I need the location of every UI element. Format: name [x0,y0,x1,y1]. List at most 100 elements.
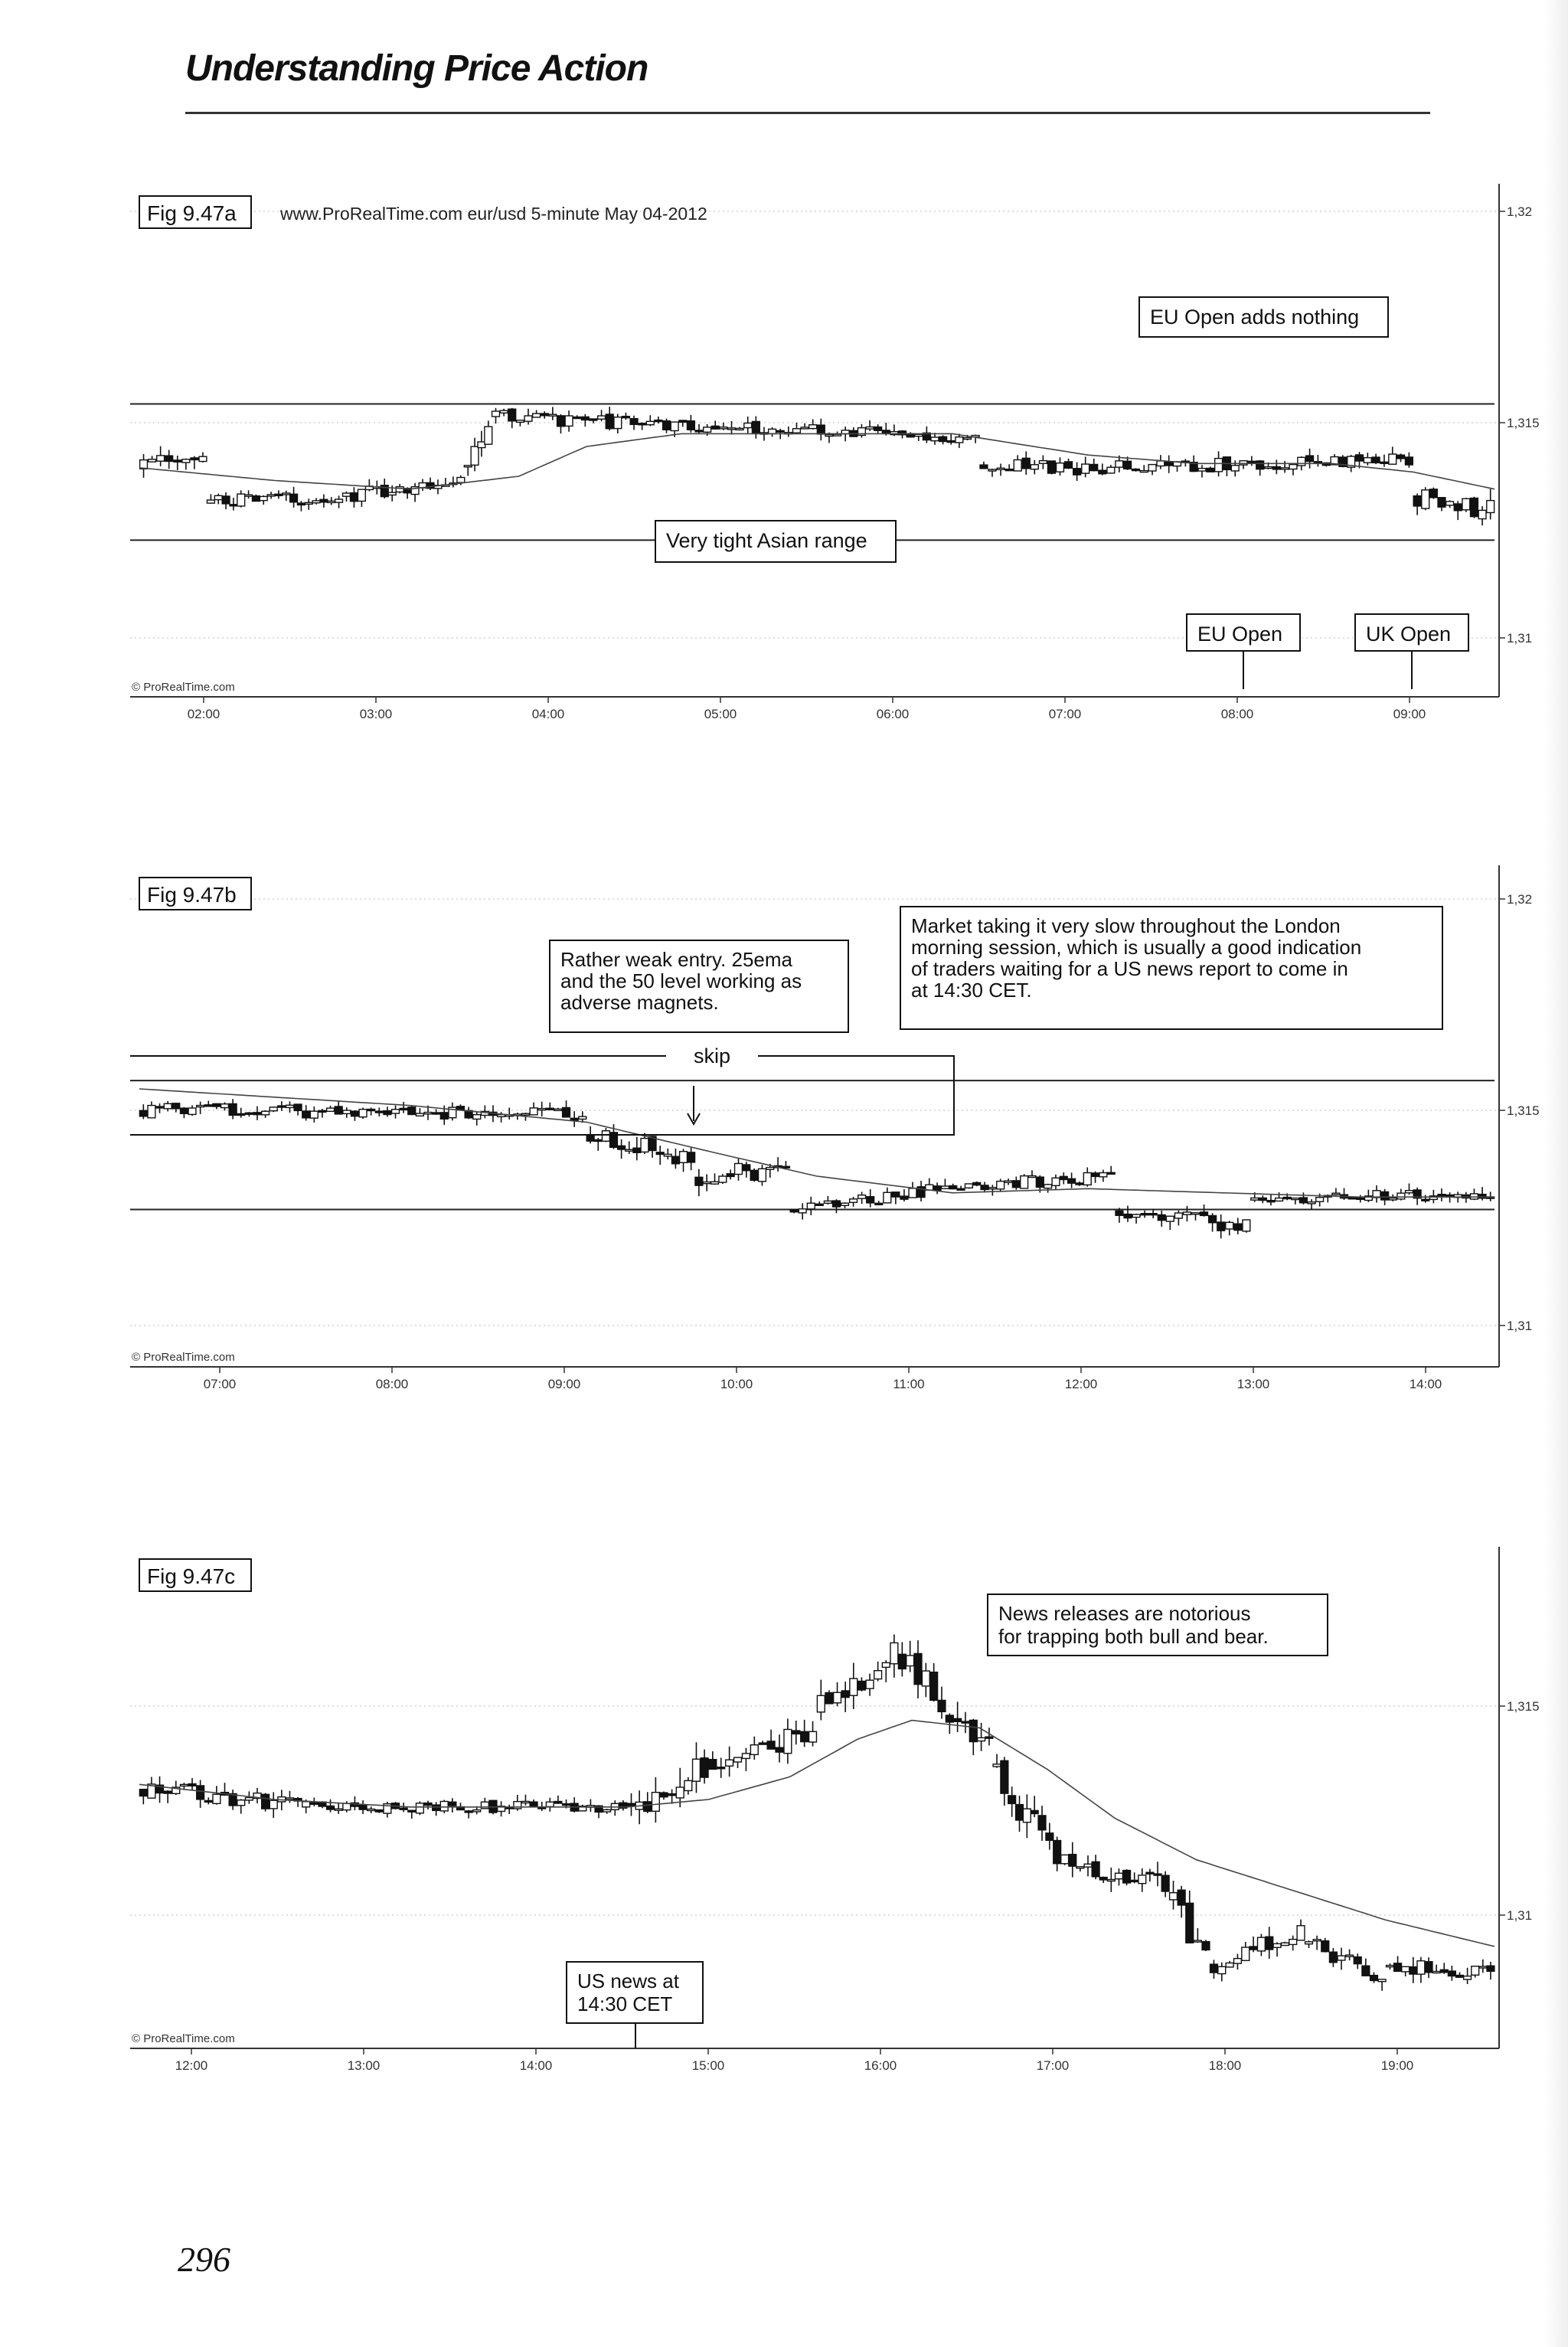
candle [221,492,230,510]
candle-body-down [1209,1963,1219,1973]
candle [1307,1199,1316,1211]
candle-body-up [480,1801,489,1809]
running-head: Understanding Price Action [185,48,648,89]
candle-body-down [969,1719,978,1743]
candle-body-down [139,1788,148,1797]
candles-group [139,407,1495,526]
candle [302,1105,311,1121]
candle [708,1751,717,1770]
candle-body-down [1053,1839,1062,1865]
candle-body-down [350,1110,360,1117]
candle [1122,1869,1132,1886]
figure-9-47a: 1,32 1,315 1,31 02:00 03:00 04:00 05:00 06:00 07… [130,184,1540,735]
candle-body-down [766,1741,776,1750]
candle-body-down [1429,489,1438,498]
candle-body-up [1297,456,1306,466]
candle-body-down [155,1784,165,1794]
time-tick-label: 13:00 [348,2058,381,2073]
candle [921,1662,930,1698]
candle-body-down [1047,460,1057,474]
candle [671,1148,681,1169]
candle-body-up [832,433,842,436]
candle-body-down [1008,1795,1017,1805]
candle-body-up [625,1149,634,1152]
candle-body-down [508,408,517,422]
candle-body-up [334,498,344,503]
candle [857,1677,867,1692]
candle-body-up [725,1759,734,1767]
candle [616,1139,626,1159]
candle [244,1112,253,1117]
candle [1145,1868,1155,1882]
candle [418,479,427,492]
candle-body-down [260,1793,270,1809]
candle-body-down [589,418,598,421]
candle-body-up [1404,1189,1414,1194]
candle-body-down [1396,454,1406,459]
candle [1089,458,1099,472]
candle-body-up [1004,1180,1013,1183]
candle-body-up [1225,1221,1234,1230]
candle [472,1111,482,1126]
candle [638,422,647,430]
candle-body-down [953,1718,962,1722]
candle [1130,1872,1139,1884]
candle-body-up [253,1792,262,1799]
annotation-very-tight-asian-range-line: Very tight Asian range [666,529,867,552]
candle-body-up [415,1803,425,1814]
candle-body-down [1404,456,1414,466]
candle [139,453,149,478]
candle-body-up [858,1194,867,1199]
candle [625,1141,634,1154]
candle [929,1663,939,1702]
ema-line [139,433,1495,490]
candle [228,1099,237,1120]
time-tick-label: 12:00 [175,2058,208,2073]
candle [212,1103,221,1110]
annotation-eu-open-box [1186,613,1301,652]
candle [277,1101,286,1111]
candle-body-down [1249,1946,1258,1950]
candle [848,1196,858,1207]
candle-body-down [1045,1832,1054,1842]
candle-body-down [945,1714,954,1723]
candle-body-up [733,1757,743,1763]
candle [1148,463,1157,476]
candle-body-up [883,1191,892,1204]
candle [1361,1958,1370,1976]
candle-body-up [387,492,397,496]
candle-body-up [423,1111,433,1115]
candle [1462,1967,1472,1985]
candle [727,420,737,435]
time-tick-label: 14:00 [520,2058,553,2073]
candle [269,1106,278,1113]
candle [350,1110,360,1121]
candle-body-down [789,1208,799,1213]
candle-body-down [1305,455,1315,463]
candle [426,477,435,491]
candle [767,427,777,437]
candle [1249,1936,1258,1953]
annotation-news-trap-box [987,1594,1328,1656]
candle [1106,465,1116,474]
candle-body-down [1161,1875,1170,1892]
candle [750,1736,759,1760]
candle [914,433,923,441]
header-rule [185,112,1430,114]
annotation-eu-open: EU Open [1186,613,1301,652]
candle-body-up [1083,1863,1093,1868]
candle [626,1793,636,1816]
candle [1344,1949,1354,1961]
candle-body-up [719,427,728,430]
candle [432,1109,441,1115]
candle [743,416,753,434]
fig-label-box [139,195,252,229]
candle-body-down [933,1185,942,1191]
candle [1059,1172,1068,1185]
candle [832,1682,842,1707]
candle-body-down [244,1112,253,1115]
candle-body-down [913,1652,923,1685]
candle-body-up [179,1783,189,1787]
candle-body-down [1004,468,1014,472]
candle-body-up [603,1809,612,1813]
